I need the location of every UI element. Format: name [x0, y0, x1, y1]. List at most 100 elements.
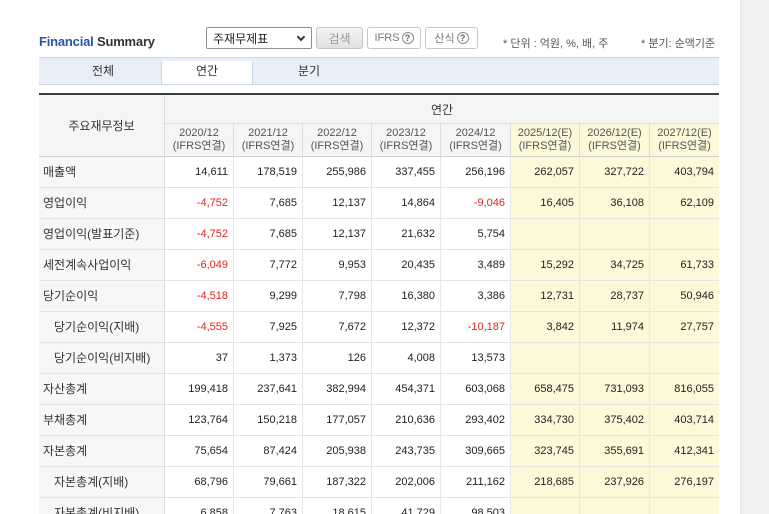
value-cell: 11,974 [580, 312, 650, 343]
row-label: 세전계속사업이익 [39, 250, 165, 281]
value-cell: 3,386 [441, 281, 511, 312]
table-row: 당기순이익 -4,518 9,299 7,798 16,380 3,386 12,731 28… [39, 281, 719, 312]
value-cell: 403,794 [650, 157, 719, 188]
value-cell: 13,573 [441, 343, 511, 374]
value-cell: 323,745 [511, 436, 580, 467]
value-cell [650, 498, 719, 514]
value-cell: 3,489 [441, 250, 511, 281]
formula-help-button[interactable]: 산식 [425, 27, 478, 49]
table-row: 매출액 14,611 178,519 255,986 337,455 256,196 262… [39, 157, 719, 188]
period-tabs: 전체 연간 분기 [39, 57, 719, 85]
column-period: 2021/12 [248, 127, 288, 139]
row-label: 매출액 [39, 157, 165, 188]
statement-type-value: 주재무제표 [213, 31, 269, 46]
help-icon [401, 32, 414, 44]
ifrs-help-button[interactable]: IFRS [367, 27, 421, 49]
value-cell: 16,405 [511, 188, 580, 219]
value-cell: 603,068 [441, 374, 511, 405]
corner-header: 주요재무정보 [39, 95, 165, 157]
search-button-label: 검색 [328, 31, 351, 46]
value-cell: 9,299 [234, 281, 303, 312]
value-cell: 202,006 [372, 467, 441, 498]
column-header: 2020/12 (IFRS연결) [165, 124, 234, 157]
table-row: 당기순이익(비지배) 37 1,373 126 4,008 13,573 [39, 343, 719, 374]
column-header: 2027/12(E) (IFRS연결) [650, 124, 719, 157]
value-cell: 7,798 [303, 281, 372, 312]
column-basis: (IFRS연결) [518, 140, 572, 152]
value-cell: 6,858 [165, 498, 234, 514]
value-cell: -4,555 [165, 312, 234, 343]
value-cell: -4,752 [165, 219, 234, 250]
value-cell: 334,730 [511, 405, 580, 436]
column-header: 2022/12 (IFRS연결) [303, 124, 372, 157]
value-cell: -6,049 [165, 250, 234, 281]
value-cell: 237,641 [234, 374, 303, 405]
row-label: 당기순이익(지배) [39, 312, 165, 343]
table-row: 자본총계(비지배) 6,858 7,763 18,615 41,729 98,503 [39, 498, 719, 514]
value-cell: 75,654 [165, 436, 234, 467]
value-cell: 27,757 [650, 312, 719, 343]
value-cell: 21,632 [372, 219, 441, 250]
value-cell: 816,055 [650, 374, 719, 405]
value-cell: 150,218 [234, 405, 303, 436]
value-cell: 255,986 [303, 157, 372, 188]
tab-all[interactable]: 전체 [91, 64, 115, 78]
value-cell: 15,292 [511, 250, 580, 281]
value-cell: -9,046 [441, 188, 511, 219]
quarter-basis-note: * 분기: 순액기준 [641, 38, 716, 50]
ifrs-button-label: IFRS [374, 32, 400, 44]
column-period: 2022/12 [317, 127, 357, 139]
value-cell: 293,402 [441, 405, 511, 436]
value-cell: 256,196 [441, 157, 511, 188]
value-cell: 337,455 [372, 157, 441, 188]
value-cell: 276,197 [650, 467, 719, 498]
value-cell: 4,008 [372, 343, 441, 374]
column-header: 2024/12 (IFRS연결) [441, 124, 511, 157]
value-cell: 382,994 [303, 374, 372, 405]
page-title: Financial Summary [39, 34, 155, 50]
value-cell: 199,418 [165, 374, 234, 405]
column-period: 2026/12(E) [587, 127, 642, 139]
table-row: 자본총계 75,654 87,424 205,938 243,735 309,665 323… [39, 436, 719, 467]
value-cell: 12,372 [372, 312, 441, 343]
value-cell: 12,137 [303, 219, 372, 250]
value-cell [511, 498, 580, 514]
value-cell [580, 343, 650, 374]
column-basis: (IFRS연결) [241, 140, 295, 152]
value-cell: 375,402 [580, 405, 650, 436]
statement-type-select[interactable]: 주재무제표 [206, 27, 312, 49]
value-cell: 50,946 [650, 281, 719, 312]
table-header: 주요재무정보 연간 2020/12 (IFRS연결) 2021/12 (IFRS연결)… [39, 95, 719, 157]
value-cell: 34,725 [580, 250, 650, 281]
value-cell: 14,864 [372, 188, 441, 219]
column-basis: (IFRS연결) [379, 140, 433, 152]
value-cell [650, 343, 719, 374]
column-basis: (IFRS연결) [449, 140, 502, 152]
value-cell: 7,685 [234, 188, 303, 219]
value-cell: 178,519 [234, 157, 303, 188]
column-basis: (IFRS연결) [658, 140, 711, 152]
table-row: 부채총계 123,764 150,218 177,057 210,636 293,402 3… [39, 405, 719, 436]
search-button[interactable]: 검색 [316, 27, 363, 49]
tab-quarterly[interactable]: 분기 [297, 64, 321, 78]
value-cell: 37 [165, 343, 234, 374]
value-cell: 7,772 [234, 250, 303, 281]
column-period: 2020/12 [179, 127, 219, 139]
value-cell: 7,925 [234, 312, 303, 343]
value-cell: 237,926 [580, 467, 650, 498]
table-row: 영업이익 -4,752 7,685 12,137 14,864 -9,046 16,405 3… [39, 188, 719, 219]
table-row: 세전계속사업이익 -6,049 7,772 9,953 20,435 3,489 15,29… [39, 250, 719, 281]
value-cell: 9,953 [303, 250, 372, 281]
value-cell: 61,733 [650, 250, 719, 281]
row-label: 자본총계(지배) [39, 467, 165, 498]
column-period: 2023/12 [386, 127, 426, 139]
financial-summary-table: 주요재무정보 연간 2020/12 (IFRS연결) 2021/12 (IFRS연결)… [39, 93, 719, 514]
value-cell: 327,722 [580, 157, 650, 188]
value-cell: 211,162 [441, 467, 511, 498]
column-header: 2023/12 (IFRS연결) [372, 124, 441, 157]
tab-annual[interactable]: 연간 [161, 61, 253, 84]
chevron-down-icon [296, 32, 306, 41]
value-cell [580, 498, 650, 514]
value-cell: 210,636 [372, 405, 441, 436]
column-header: 2026/12(E) (IFRS연결) [580, 124, 650, 157]
